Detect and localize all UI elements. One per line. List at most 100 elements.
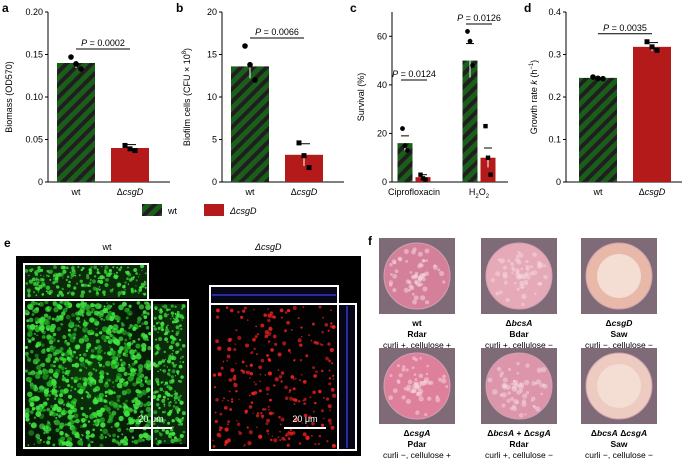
data-point bbox=[420, 176, 426, 181]
y-axis-label: Biofilm cells (CFU × 108) bbox=[182, 48, 192, 146]
y-axis-label: Biomass (OD570) bbox=[4, 61, 14, 133]
y-tick-label: 40 bbox=[377, 80, 387, 90]
colony-description: curli +, cellulose − bbox=[485, 340, 553, 350]
p-value: P = 0.0035 bbox=[603, 23, 647, 33]
colony-morphotype: Saw bbox=[610, 329, 627, 339]
data-point bbox=[402, 143, 408, 148]
y-tick-label: 0.3 bbox=[548, 50, 561, 60]
colony-description: curli −, cellulose − bbox=[585, 340, 653, 350]
y-tick-label: 60 bbox=[377, 31, 387, 41]
bar bbox=[579, 77, 617, 182]
bar bbox=[57, 63, 95, 182]
confocal-label-wt: wt bbox=[102, 242, 112, 252]
panel-letter-d: d bbox=[524, 1, 531, 15]
data-point bbox=[644, 39, 650, 45]
confocal-csgd: 20 μm bbox=[209, 285, 357, 451]
scale-label-csgd: 20 μm bbox=[292, 414, 317, 424]
x-tick-label: ΔcsgD bbox=[117, 187, 144, 197]
data-point bbox=[600, 75, 606, 82]
colony-description: curli +, cellulose − bbox=[485, 450, 553, 460]
data-point bbox=[400, 126, 405, 131]
legend-label-wt: wt bbox=[167, 206, 177, 216]
legend-label-csgd: ΔcsgD bbox=[229, 206, 257, 216]
y-axis-label: Survival (%) bbox=[356, 73, 366, 122]
x-tick-label: Ciprofloxacin bbox=[388, 187, 440, 197]
colony-strain: ΔbcsA + ΔcsgA bbox=[487, 428, 551, 438]
panel-letter-a: a bbox=[2, 1, 9, 15]
p-value: P = 0.0124 bbox=[392, 69, 436, 79]
panel-letter-e: e bbox=[4, 236, 11, 250]
data-point bbox=[242, 43, 248, 49]
chart-biomass: 0 0.05 0.10 0.15 0.20 Biomass (OD570) wt ΔcsgD P… bbox=[4, 7, 170, 197]
p-value: P = 0.0066 bbox=[255, 27, 299, 37]
y-tick-label: 20 bbox=[377, 128, 387, 138]
y-tick-label: 0 bbox=[212, 177, 217, 187]
x-tick-label: ΔcsgD bbox=[639, 187, 666, 197]
scale-label-wt: 20 μm bbox=[138, 414, 163, 424]
data-point bbox=[247, 61, 253, 68]
colony-inner bbox=[597, 254, 641, 298]
y-tick-label: 0.15 bbox=[25, 50, 43, 60]
data-point bbox=[405, 148, 410, 153]
bar bbox=[111, 148, 149, 182]
bar bbox=[231, 66, 269, 182]
y-tick-label: 20 bbox=[207, 7, 217, 17]
y-tick-label: 5 bbox=[212, 135, 217, 145]
data-point bbox=[132, 148, 138, 154]
p-value: P = 0.0002 bbox=[81, 38, 125, 48]
colony-morphotype: Rdar bbox=[407, 329, 427, 339]
chart-biofilm-cells: 0 5 10 15 20 Biofilm cells (CFU × 108) wt ΔcsgD… bbox=[182, 7, 344, 197]
colony-morphotype: Pdar bbox=[408, 439, 428, 449]
p-value: P = 0.0126 bbox=[457, 13, 501, 23]
colony-description: curli −, cellulose − bbox=[585, 450, 653, 460]
data-point bbox=[127, 146, 133, 152]
legend-swatch-csgd bbox=[204, 204, 224, 216]
panel-letter-c: c bbox=[350, 1, 357, 15]
chart-survival: 0 20 40 60 Survival (%) Ciprofloxacin H2O2 P = … bbox=[356, 12, 508, 200]
data-point bbox=[418, 172, 423, 177]
x-tick-label: ΔcsgD bbox=[291, 187, 318, 197]
colony-strain: ΔcsgA bbox=[404, 428, 431, 438]
bar bbox=[397, 143, 413, 182]
y-tick-label: 0.20 bbox=[25, 7, 43, 17]
colony-morphotype: Saw bbox=[610, 439, 627, 449]
y-tick-label: 0.2 bbox=[548, 92, 561, 102]
colony-strain: ΔbcsA ΔcsgA bbox=[591, 428, 647, 438]
data-point bbox=[467, 38, 473, 44]
y-tick-label: 0 bbox=[382, 177, 387, 187]
y-tick-label: 15 bbox=[207, 50, 217, 60]
y-tick-label: 0.10 bbox=[25, 92, 43, 102]
data-point bbox=[488, 172, 493, 177]
bar bbox=[462, 60, 478, 183]
y-tick-label: 0 bbox=[556, 177, 561, 187]
data-point bbox=[654, 47, 660, 53]
confocal-label-csgd: ΔcsgD bbox=[254, 242, 282, 252]
chart-growth-rate: 0 0.1 0.2 0.3 0.4 Growth rate k (h−1) wt ΔcsgD P… bbox=[529, 7, 682, 197]
x-tick-label: H2O2 bbox=[469, 187, 490, 200]
colony-description: curli +, cellulose + bbox=[383, 340, 451, 350]
data-point bbox=[483, 123, 488, 129]
data-point bbox=[73, 61, 79, 67]
y-axis-label: Growth rate k (h−1) bbox=[529, 60, 539, 134]
data-point bbox=[301, 153, 307, 159]
panel-letter-b: b bbox=[176, 1, 183, 15]
colony-strain: ΔcsgD bbox=[606, 318, 633, 328]
panel-letter-f: f bbox=[368, 234, 373, 248]
xz-projection-wt bbox=[24, 264, 148, 298]
colony-inner bbox=[597, 364, 641, 408]
x-tick-label: wt bbox=[593, 187, 603, 197]
data-point bbox=[68, 54, 74, 60]
data-point bbox=[470, 63, 475, 68]
colony-strain: ΔbcsA bbox=[506, 318, 533, 328]
x-tick-label: wt bbox=[71, 187, 81, 197]
y-tick-label: 0 bbox=[38, 177, 43, 187]
y-tick-label: 0.05 bbox=[25, 135, 43, 145]
colony-strain: wt bbox=[411, 318, 422, 328]
